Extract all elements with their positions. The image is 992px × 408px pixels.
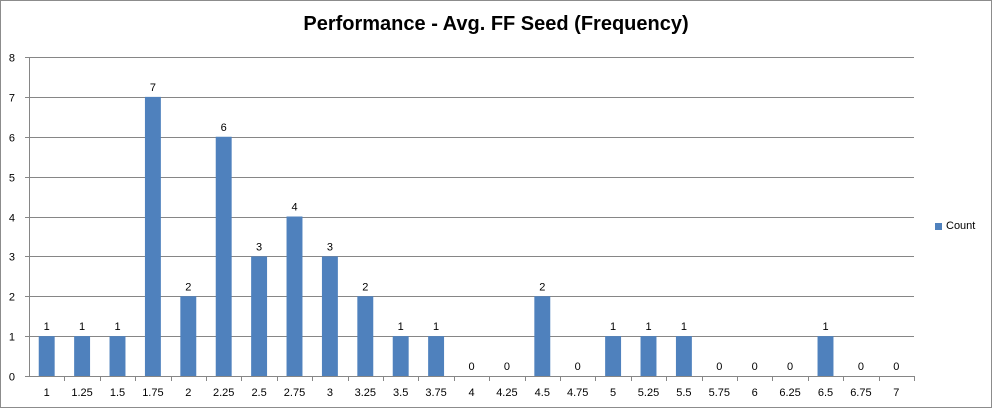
data-label: 1 (645, 321, 651, 333)
x-tick-label: 4.5 (535, 387, 550, 399)
x-tick-label: 4.75 (567, 387, 588, 399)
data-label: 0 (575, 361, 581, 373)
x-tick-label: 2.25 (213, 387, 234, 399)
x-tick-label: 6.25 (779, 387, 800, 399)
x-tick-label: 4 (468, 387, 474, 399)
bar (675, 336, 692, 376)
bar (817, 336, 834, 376)
data-label: 1 (610, 321, 616, 333)
bar (74, 336, 91, 376)
bar (286, 216, 303, 376)
x-tick-label: 5.5 (676, 387, 691, 399)
bar (215, 136, 232, 376)
data-label: 6 (221, 122, 227, 134)
data-label: 3 (256, 241, 262, 253)
bar (38, 336, 55, 376)
data-label: 1 (398, 321, 404, 333)
y-tick-label: 3 (9, 252, 15, 264)
data-label: 2 (539, 281, 545, 293)
x-tick-label: 1 (44, 387, 50, 399)
data-label: 0 (752, 361, 758, 373)
x-tick-label: 1.75 (142, 387, 163, 399)
bar (251, 256, 268, 376)
x-tick-label: 2 (185, 387, 191, 399)
data-label: 0 (468, 361, 474, 373)
y-tick-label: 2 (9, 292, 15, 304)
chart-title: Performance - Avg. FF Seed (Frequency) (303, 13, 689, 35)
x-tick-label: 5.75 (709, 387, 730, 399)
data-label: 1 (822, 321, 828, 333)
x-tick-label: 1.25 (71, 387, 92, 399)
gridlines (29, 57, 914, 337)
bar (109, 336, 126, 376)
data-label: 4 (291, 202, 297, 214)
data-label: 2 (362, 281, 368, 293)
y-tick-label: 4 (9, 213, 15, 225)
data-label: 0 (504, 361, 510, 373)
x-tick-label: 6.5 (818, 387, 833, 399)
bar (392, 336, 409, 376)
x-tick-label: 6.75 (850, 387, 871, 399)
bar (321, 256, 338, 376)
bars (38, 96, 834, 376)
y-tick-label: 6 (9, 133, 15, 145)
data-label: 0 (858, 361, 864, 373)
x-tick-label: 5.25 (638, 387, 659, 399)
y-tick-label: 8 (9, 53, 15, 65)
y-tick-label: 7 (9, 93, 15, 105)
axes (25, 57, 915, 381)
x-tick-label: 3.75 (425, 387, 446, 399)
x-tick-label: 4.25 (496, 387, 517, 399)
x-tick-label: 5 (610, 387, 616, 399)
legend-swatch (935, 222, 942, 230)
y-tick-label: 5 (9, 173, 15, 185)
bar (144, 96, 161, 376)
x-tick-label: 3.25 (355, 387, 376, 399)
y-tick-label: 0 (9, 372, 15, 384)
data-label: 1 (433, 321, 439, 333)
data-label: 1 (44, 321, 50, 333)
bar (605, 336, 622, 376)
bar (180, 296, 197, 376)
x-tick-label: 6 (752, 387, 758, 399)
legend: Count (935, 220, 975, 232)
data-label: 1 (681, 321, 687, 333)
data-label: 3 (327, 241, 333, 253)
data-label: 0 (787, 361, 793, 373)
y-tick-label: 1 (9, 332, 15, 344)
bar (640, 336, 657, 376)
bar (534, 296, 551, 376)
data-label: 7 (150, 82, 156, 94)
bar (357, 296, 374, 376)
x-tick-label: 3.5 (393, 387, 408, 399)
x-tick-label: 3 (327, 387, 333, 399)
x-tick-label: 2.75 (284, 387, 305, 399)
x-tick-label: 1.5 (110, 387, 125, 399)
data-label: 0 (716, 361, 722, 373)
x-tick-label: 2.5 (251, 387, 266, 399)
data-label: 1 (114, 321, 120, 333)
labels: 0 1 2 3 4 5 6 7 8 1 1 1.25 1 1.5 1 1.75 7 2 2 2.25 6 2.5 3 2.75… (9, 53, 899, 400)
x-tick-label: 7 (893, 387, 899, 399)
data-label: 1 (79, 321, 85, 333)
data-label: 2 (185, 281, 191, 293)
legend-label: Count (946, 220, 976, 232)
data-label: 0 (893, 361, 899, 373)
bar (428, 336, 445, 376)
